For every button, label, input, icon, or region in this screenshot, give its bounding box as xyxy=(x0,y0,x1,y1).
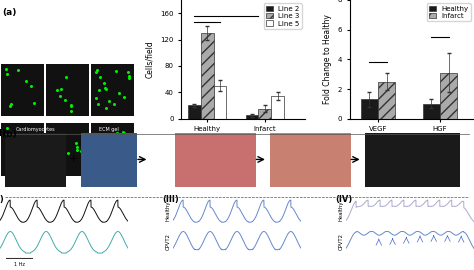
Text: Healthy: Healthy xyxy=(165,201,170,221)
Text: CPVT2: CPVT2 xyxy=(338,234,343,251)
Text: (b): (b) xyxy=(2,130,17,139)
Bar xyxy=(365,133,460,187)
Legend: Line 2, Line 3, Line 5: Line 2, Line 3, Line 5 xyxy=(264,4,302,29)
Bar xyxy=(271,96,284,119)
Bar xyxy=(188,106,201,119)
Text: ECM gel: ECM gel xyxy=(99,127,119,132)
Bar xyxy=(246,115,258,119)
Text: (a): (a) xyxy=(2,8,17,17)
Text: (IV): (IV) xyxy=(336,195,353,204)
Y-axis label: Fold Change to Healthy: Fold Change to Healthy xyxy=(323,14,332,104)
Bar xyxy=(270,133,351,187)
Bar xyxy=(258,109,271,119)
Text: (II): (II) xyxy=(0,195,3,204)
Bar xyxy=(201,33,213,119)
Bar xyxy=(440,73,457,119)
Text: (III): (III) xyxy=(163,195,180,204)
Bar xyxy=(361,99,378,119)
Text: Healthy: Healthy xyxy=(338,201,343,221)
Text: 1 Hz: 1 Hz xyxy=(14,262,25,267)
Legend: Healthy, Infarct: Healthy, Infarct xyxy=(427,4,471,21)
Bar xyxy=(5,133,66,187)
Text: Cardiomyocytes: Cardiomyocytes xyxy=(16,127,55,132)
Y-axis label: Cells/field: Cells/field xyxy=(146,40,155,78)
Text: +: + xyxy=(69,154,78,164)
Bar xyxy=(81,133,137,187)
Bar xyxy=(213,86,226,119)
Bar xyxy=(378,82,395,119)
Bar xyxy=(175,133,256,187)
Bar xyxy=(422,104,440,119)
Text: CPVT2: CPVT2 xyxy=(165,234,170,251)
Text: (I): (I) xyxy=(0,129,6,138)
